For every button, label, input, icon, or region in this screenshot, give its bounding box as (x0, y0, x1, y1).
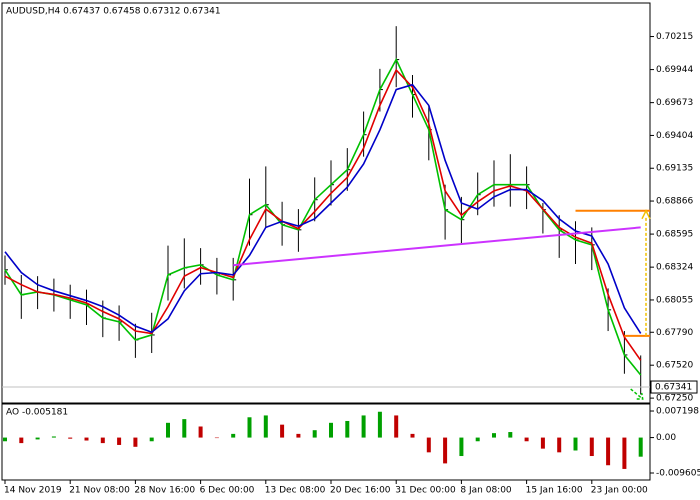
target-arrow-head (641, 209, 651, 220)
ao-bar (508, 432, 513, 438)
ao-bar (3, 437, 7, 442)
ao-bar (573, 437, 578, 451)
ao-bar (182, 419, 187, 438)
moving-average (4, 83, 642, 334)
ao-bar (410, 433, 415, 438)
current-price-box (650, 380, 698, 394)
moving-average (4, 68, 642, 361)
y-tick-label: 0.69135 (656, 164, 693, 174)
x-tick-label: 28 Nov 16:00 (134, 486, 195, 496)
ao-bar (312, 430, 317, 438)
y-tick-label: -0.009605 (656, 469, 700, 479)
x-tick-label: 15 Jan 16:00 (526, 486, 583, 496)
ao-bar (263, 415, 268, 438)
ao-bar (51, 436, 56, 438)
x-tick-label: 8 Jan 08:00 (460, 486, 512, 496)
y-tick-label: 0.68055 (656, 295, 693, 305)
down-arrow (630, 388, 644, 400)
ao-bar (214, 437, 219, 439)
ao-bar (377, 411, 382, 438)
ao-bar (166, 422, 170, 438)
ao-bar (443, 437, 448, 464)
ao-bar (84, 437, 89, 441)
y-tick-label: 0.68866 (656, 197, 693, 207)
x-tick-label: 13 Dec 08:00 (265, 486, 326, 496)
ao-bar (117, 437, 122, 445)
y-tick-label: 0.69404 (656, 131, 693, 141)
ao-bar (475, 437, 480, 442)
ao-bar (426, 437, 431, 453)
y-tick-label: 0.67790 (656, 328, 693, 338)
ao-bar (361, 415, 366, 438)
current-price-label: 0.67341 (655, 383, 692, 393)
ao-bar (68, 437, 73, 439)
ao-bar (198, 426, 203, 438)
ao-bar (35, 437, 40, 440)
y-tick-label: 0.00 (656, 433, 676, 443)
ao-bar (100, 437, 105, 444)
ao-title: AO -0.005181 (6, 408, 68, 418)
ao-bar (19, 437, 24, 444)
ao-bar (149, 437, 154, 442)
ao-bar (622, 437, 627, 469)
x-tick-label: 31 Dec 00:00 (395, 486, 456, 496)
ao-bar (231, 433, 236, 438)
moving-average (4, 57, 642, 376)
ao-bar (296, 433, 301, 438)
x-tick-label: 14 Nov 2019 (4, 486, 62, 496)
y-tick-label: 0.70215 (656, 32, 693, 42)
ao-bar (280, 424, 285, 438)
ao-bar (133, 437, 138, 447)
y-tick-label: 0.68324 (656, 263, 693, 273)
chart-title: AUDUSD,H4 0.67437 0.67458 0.67312 0.6734… (6, 7, 221, 17)
ao-bar (589, 437, 594, 457)
trend-line (233, 226, 641, 267)
ao-bar (329, 422, 333, 438)
ao-bar (638, 437, 643, 457)
ao-bar (247, 417, 252, 438)
ao-bar (557, 437, 562, 453)
price-panel (1, 2, 651, 404)
y-tick-label: 0.68595 (656, 230, 693, 240)
ao-bar (459, 437, 464, 457)
y-tick-label: 0.007198 (656, 407, 699, 417)
x-tick-label: 21 Nov 08:00 (69, 486, 130, 496)
ao-bar (345, 420, 350, 438)
x-tick-label: 23 Jan 00:00 (591, 486, 648, 496)
ao-bar (524, 437, 529, 442)
y-tick-label: 0.69673 (656, 98, 693, 108)
ao-panel (1, 403, 651, 481)
x-tick-label: 20 Dec 16:00 (330, 486, 391, 496)
ao-bar (394, 415, 399, 438)
ao-bar (606, 437, 611, 466)
x-tick-label: 6 Dec 00:00 (200, 486, 255, 496)
y-tick-label: 0.67250 (656, 394, 693, 404)
ao-bar (492, 433, 496, 438)
y-tick-label: 0.69944 (656, 65, 693, 75)
y-tick-label: 0.67520 (656, 361, 693, 371)
ao-bar (540, 437, 545, 449)
